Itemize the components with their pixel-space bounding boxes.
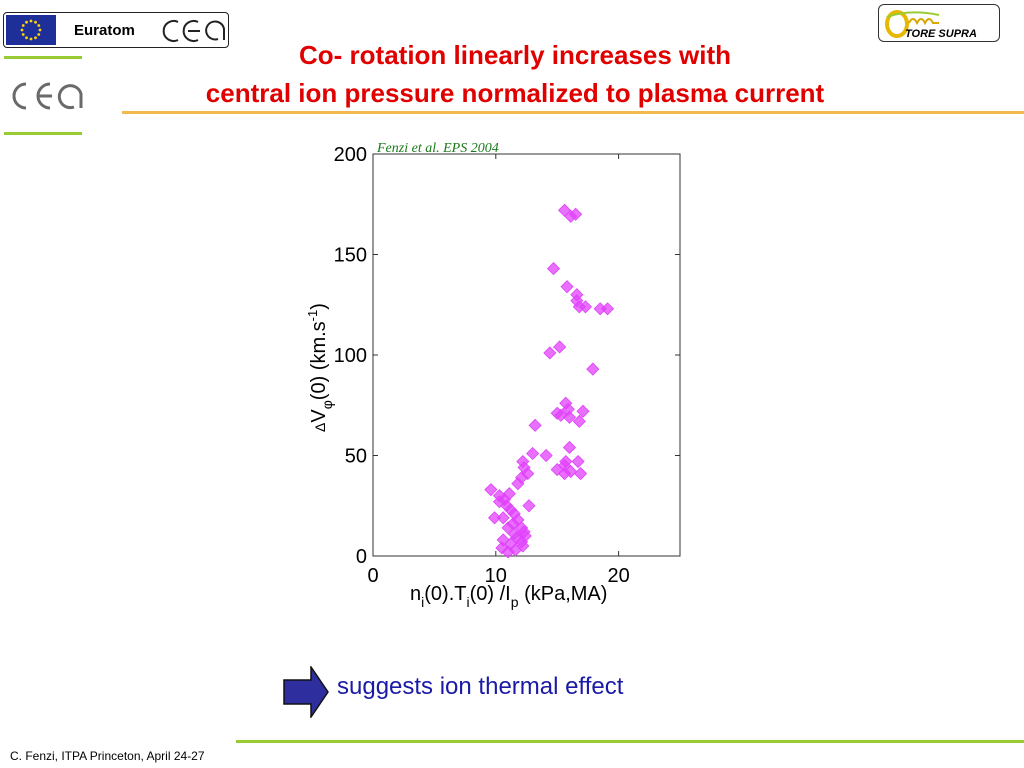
x-tick-label: 0	[367, 565, 378, 587]
data-point	[546, 262, 561, 276]
data-point	[562, 410, 577, 424]
data-point	[539, 448, 553, 463]
x-tick-label: 20	[607, 565, 629, 587]
title-line-2: central ion pressure normalized to plasm…	[205, 78, 825, 108]
plot-frame	[372, 153, 681, 557]
footer-text: C. Fenzi, ITPA Princeton, April 24-27	[10, 749, 205, 763]
slide-title: Co- rotation linearly increases with cen…	[120, 36, 910, 112]
y-axis-label: ΔVφ(0) (km.s-1)	[305, 303, 335, 432]
data-point	[516, 539, 530, 553]
cea-logo-large	[12, 82, 83, 110]
x-axis-label: ni(0).Ti(0) /Ip (kPa,MA)	[410, 583, 607, 610]
data-point	[511, 477, 525, 491]
data-point	[560, 280, 574, 294]
data-point	[573, 467, 588, 481]
eu-flag-icon	[6, 15, 56, 45]
data-point	[496, 511, 510, 525]
data-point	[569, 207, 583, 221]
data-point	[572, 414, 586, 428]
data-point	[526, 446, 540, 461]
data-points	[484, 203, 615, 559]
data-point	[576, 404, 590, 418]
euratom-logo: Euratom	[3, 12, 229, 48]
cea-logo-small	[162, 20, 225, 42]
footer-divider	[236, 740, 1024, 743]
title-underline	[122, 111, 1024, 114]
data-point	[586, 362, 600, 376]
data-point	[543, 346, 557, 360]
conclusion-text: suggests ion thermal effect	[337, 673, 624, 700]
data-point	[571, 454, 585, 469]
data-point	[522, 499, 536, 513]
y-tick-label: 100	[334, 345, 367, 367]
divider-green-bottom	[4, 132, 82, 135]
data-point	[558, 467, 572, 481]
y-tick-label: 200	[334, 144, 367, 166]
arrow-right-icon	[283, 666, 329, 718]
data-point	[554, 408, 568, 422]
chart-citation: Fenzi et al. EPS 2004	[376, 141, 499, 156]
tore-supra-label: TORE SUPRA	[905, 28, 977, 40]
y-tick-label: 0	[356, 546, 367, 568]
y-tick-label: 50	[345, 446, 367, 468]
data-point	[502, 487, 516, 501]
euratom-label: Euratom	[74, 22, 135, 39]
axis-ticks: 0 50 100 150 200 0 10 20	[334, 144, 680, 587]
data-point	[484, 483, 498, 497]
data-point	[528, 418, 542, 432]
data-point	[501, 545, 515, 559]
data-point	[488, 511, 502, 525]
title-line-1: Co- rotation linearly increases with	[299, 40, 731, 70]
x-tick-label: 10	[485, 565, 507, 587]
data-point	[553, 340, 567, 354]
tore-supra-emblem-icon: TORE SUPRA	[885, 10, 977, 40]
y-tick-label: 150	[334, 245, 367, 267]
data-point	[600, 302, 615, 316]
data-point	[578, 300, 593, 314]
tore-supra-logo: TORE SUPRA	[878, 4, 1000, 42]
divider-green-top	[4, 56, 82, 59]
data-point	[562, 440, 577, 455]
